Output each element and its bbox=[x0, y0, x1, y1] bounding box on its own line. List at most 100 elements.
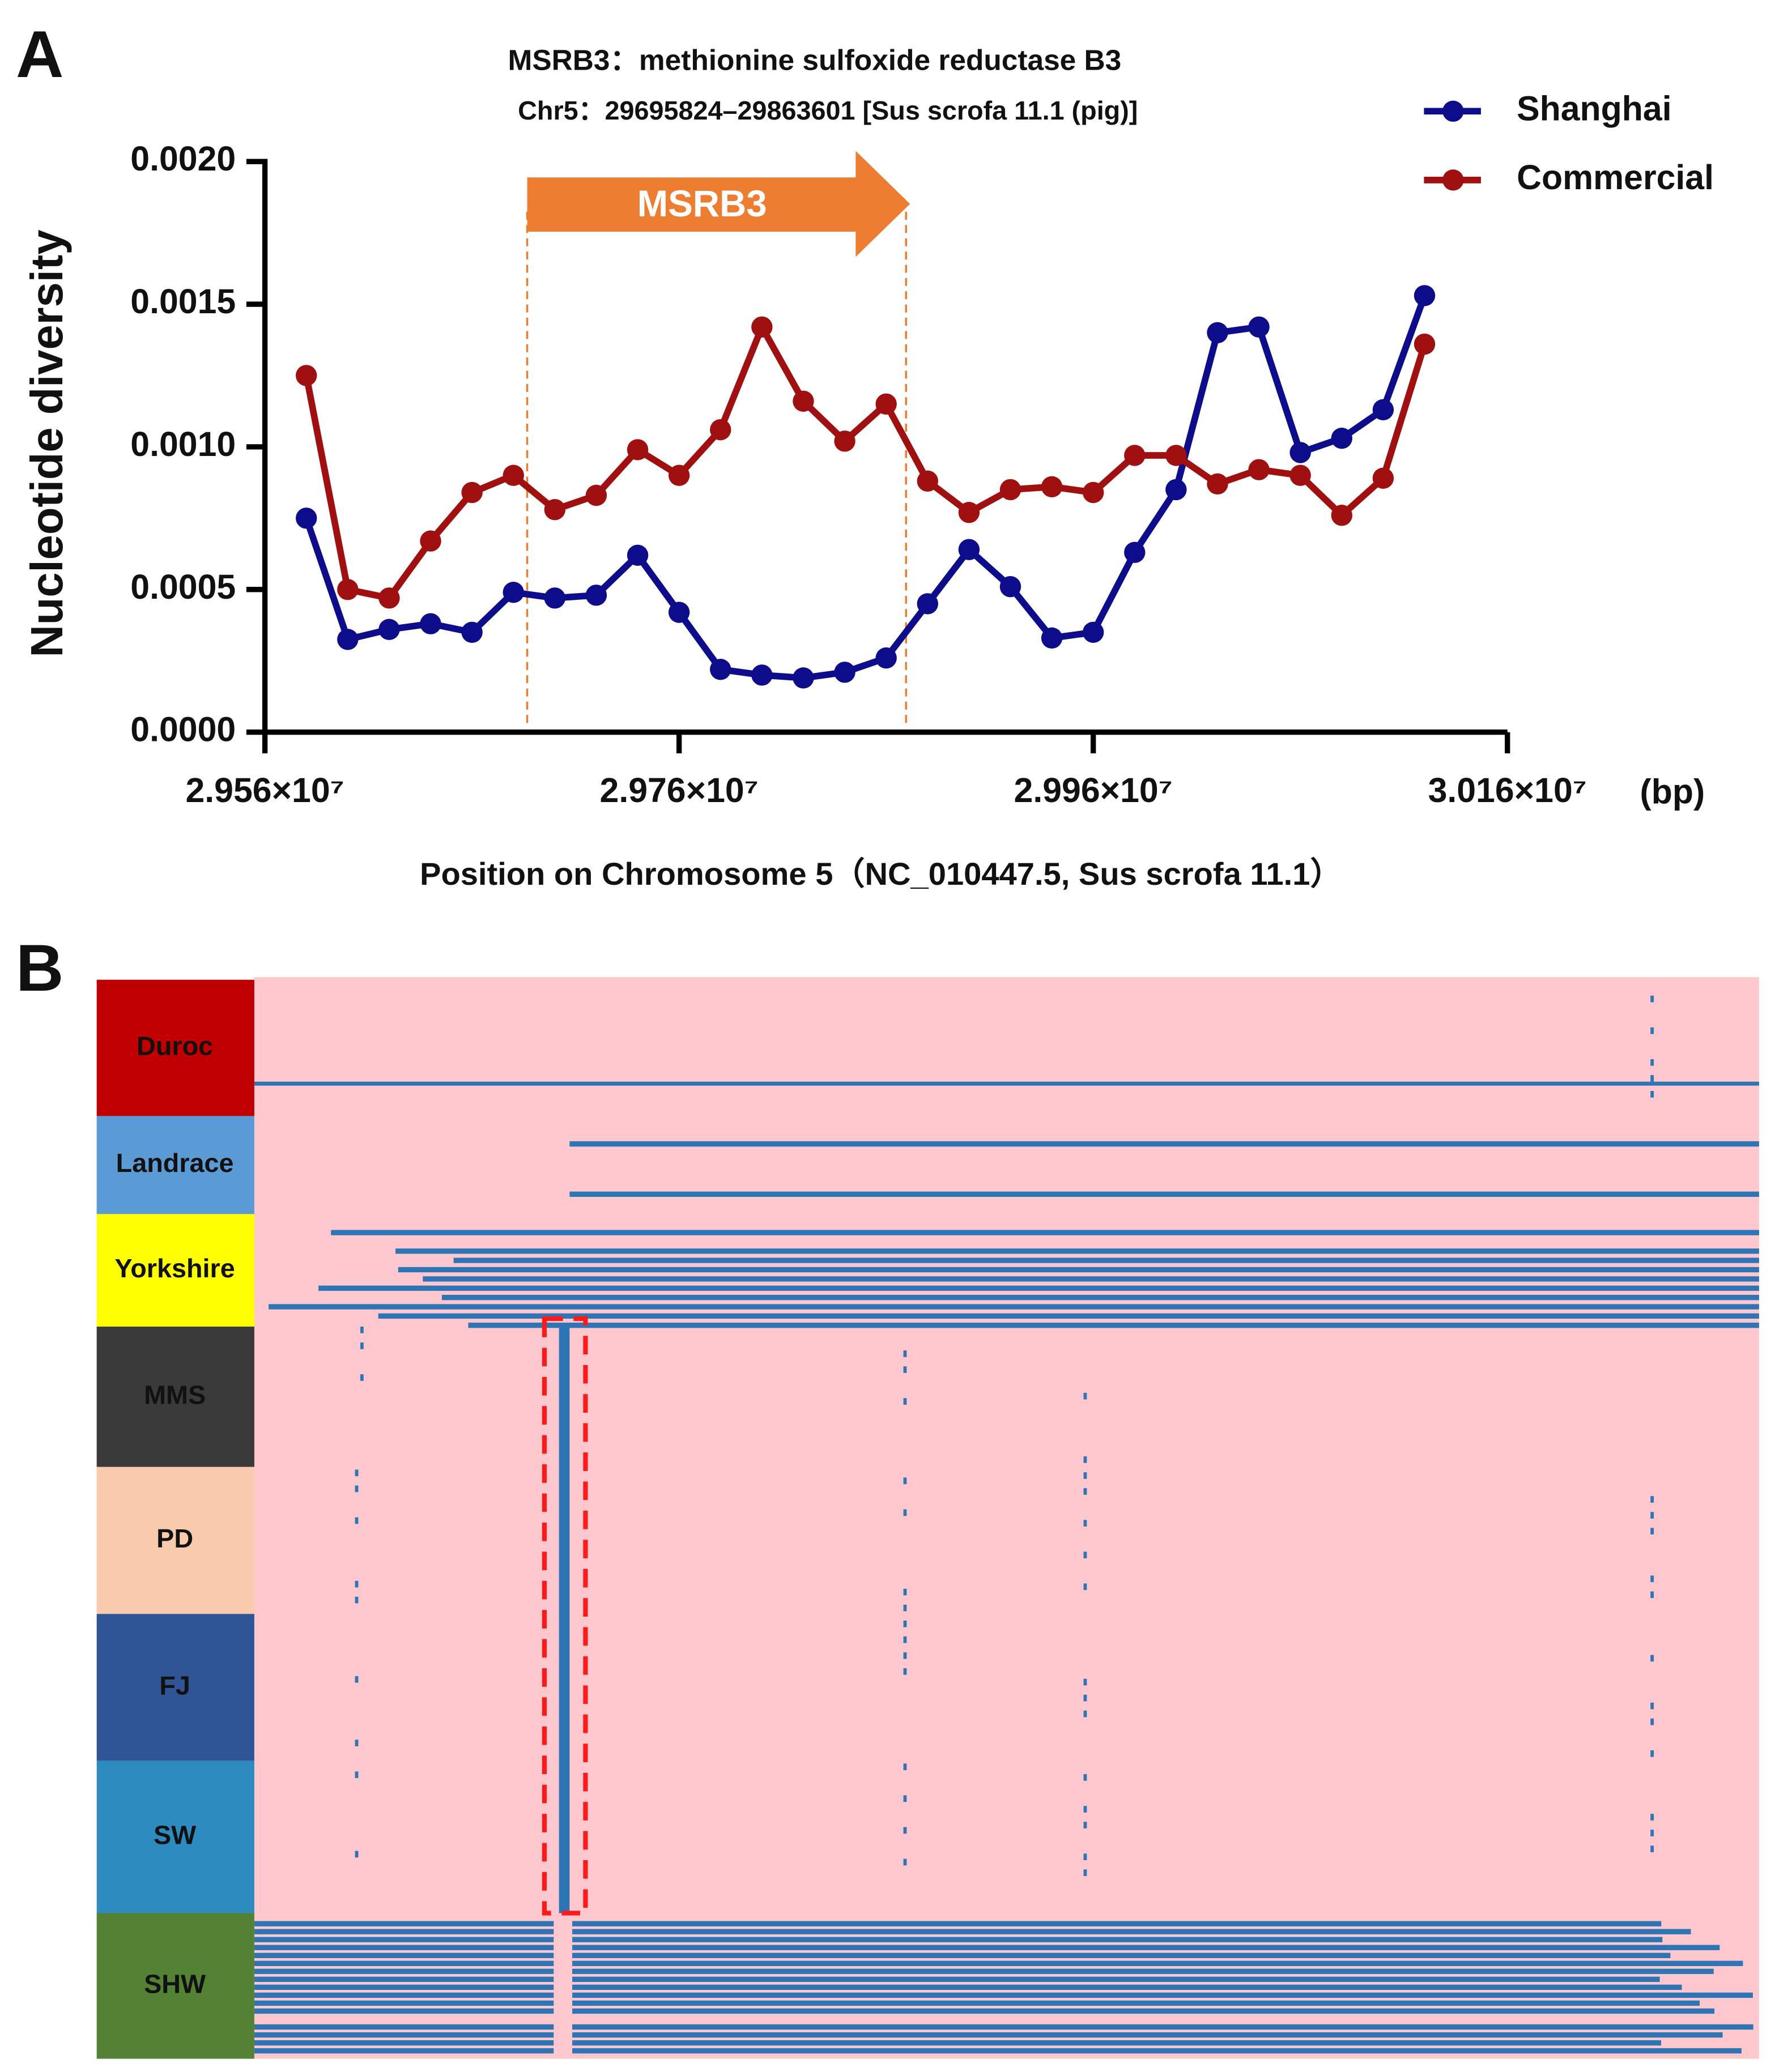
snp-dot bbox=[1650, 1027, 1654, 1034]
point bbox=[1289, 464, 1311, 486]
point bbox=[544, 587, 566, 609]
snp-dot bbox=[903, 1668, 907, 1675]
highlight-box bbox=[542, 1316, 588, 1916]
snp-dot bbox=[360, 1342, 364, 1349]
legend-label: Shanghai bbox=[1517, 89, 1672, 127]
point bbox=[1041, 627, 1063, 649]
snp-dot bbox=[1650, 1655, 1654, 1662]
point bbox=[999, 575, 1021, 598]
heatmap-background bbox=[254, 977, 1759, 2059]
x-axis-label: Position on Chromosome 5（NC_010447.5, Su… bbox=[420, 856, 1342, 892]
snp-dot bbox=[1083, 1583, 1087, 1591]
point bbox=[378, 587, 400, 609]
chart-subtitle: Chr5：29695824–29863601 [Sus scrofa 11.1 … bbox=[518, 96, 1138, 125]
point bbox=[337, 579, 359, 600]
group-band bbox=[96, 979, 254, 1116]
legend-label: Commercial bbox=[1517, 158, 1714, 197]
y-tick-label: 0.0000 bbox=[130, 710, 236, 749]
snp-dot bbox=[355, 1485, 359, 1493]
snp-dot bbox=[903, 1827, 907, 1834]
snp-dot bbox=[355, 1676, 359, 1683]
haplotype-stripe bbox=[572, 1952, 1671, 1958]
point bbox=[1248, 459, 1270, 480]
haplotype-stripe bbox=[254, 1960, 554, 1967]
haplotype-stripe bbox=[254, 2008, 554, 2014]
point bbox=[1289, 442, 1311, 463]
haplotype-stripe bbox=[572, 2000, 1700, 2006]
snp-dot bbox=[355, 1740, 359, 1747]
group-band bbox=[96, 1327, 254, 1467]
snp-dot bbox=[1083, 1869, 1087, 1877]
snp-dot bbox=[903, 1604, 907, 1611]
point bbox=[461, 621, 483, 643]
haplotype-stripe bbox=[572, 1992, 1753, 1998]
snp-dot bbox=[903, 1763, 907, 1771]
snp-dot bbox=[360, 1374, 364, 1381]
point bbox=[461, 481, 483, 504]
snp-dot bbox=[1650, 1718, 1654, 1725]
group-band bbox=[96, 1913, 254, 2059]
panel-label: B bbox=[16, 931, 63, 1005]
snp-dot bbox=[903, 1350, 907, 1357]
point bbox=[1082, 481, 1104, 504]
snp-dot bbox=[1083, 1822, 1087, 1828]
point bbox=[1372, 399, 1394, 421]
snp-dot bbox=[1083, 1392, 1087, 1400]
point bbox=[917, 593, 938, 615]
snp-dot bbox=[1650, 1830, 1654, 1836]
snp-dot bbox=[1650, 995, 1654, 1003]
point bbox=[751, 664, 773, 686]
chart-title: MSRB3：methionine sulfoxide reductase B3 bbox=[508, 43, 1122, 76]
snp-dot bbox=[1650, 1059, 1654, 1066]
snp-dot bbox=[903, 1795, 907, 1802]
y-axis-label: Nucleotide diversity bbox=[22, 229, 72, 657]
haplotype-stripe bbox=[318, 1285, 1759, 1291]
point bbox=[1414, 333, 1436, 355]
snp-dot bbox=[903, 1477, 907, 1485]
point bbox=[793, 667, 814, 689]
snp-dot bbox=[1083, 1472, 1087, 1479]
point bbox=[834, 430, 855, 452]
snp-dot bbox=[1650, 1496, 1654, 1503]
snp-dot bbox=[1650, 1591, 1654, 1598]
haplotype-stripe bbox=[254, 1976, 554, 1983]
haplotype-heatmap: Duroc Landrace Yorkshire MMS PD FJ SW SHW bbox=[96, 977, 1759, 2059]
haplotype-stripe bbox=[254, 1937, 554, 1942]
haplotype-stripe bbox=[378, 1313, 1759, 1319]
snp-dot bbox=[903, 1588, 907, 1596]
point bbox=[503, 464, 524, 486]
point bbox=[958, 502, 980, 523]
snp-dot bbox=[1083, 1694, 1087, 1702]
haplotype-stripe bbox=[254, 2032, 554, 2038]
point bbox=[337, 629, 359, 650]
snp-dot bbox=[1083, 1488, 1087, 1495]
x-tick-label: 2.996×10⁷ bbox=[1014, 771, 1173, 809]
snp-dot bbox=[903, 1509, 907, 1516]
haplotype-stripe bbox=[572, 2024, 1753, 2030]
haplotype-stripe bbox=[254, 1921, 554, 1926]
group-label: PD bbox=[156, 1524, 193, 1553]
snp-dot bbox=[1650, 1091, 1654, 1098]
point bbox=[420, 613, 441, 634]
legend-marker bbox=[1442, 169, 1464, 191]
point bbox=[1165, 445, 1187, 466]
haplotype-stripe bbox=[468, 1323, 1759, 1328]
x-tick-label: 2.956×10⁷ bbox=[185, 771, 344, 809]
point bbox=[668, 602, 690, 623]
haplotype-stripe bbox=[395, 1248, 1759, 1254]
snp-dot bbox=[903, 1858, 907, 1866]
group-label: FJ bbox=[159, 1670, 190, 1700]
group-band bbox=[96, 1760, 254, 1913]
snp-dot bbox=[1083, 1551, 1087, 1559]
haplotype-stripe bbox=[254, 1081, 1759, 1086]
point bbox=[1082, 621, 1104, 643]
snp-dot bbox=[1650, 1845, 1654, 1852]
point bbox=[585, 585, 607, 606]
group-band bbox=[96, 1214, 254, 1327]
haplotype-stripe bbox=[572, 1921, 1662, 1926]
haplotype-stripe bbox=[572, 1976, 1660, 1983]
haplotype-stripe bbox=[269, 1304, 1759, 1310]
series-line bbox=[303, 319, 1428, 602]
haplotype-stripe bbox=[572, 1937, 1663, 1942]
